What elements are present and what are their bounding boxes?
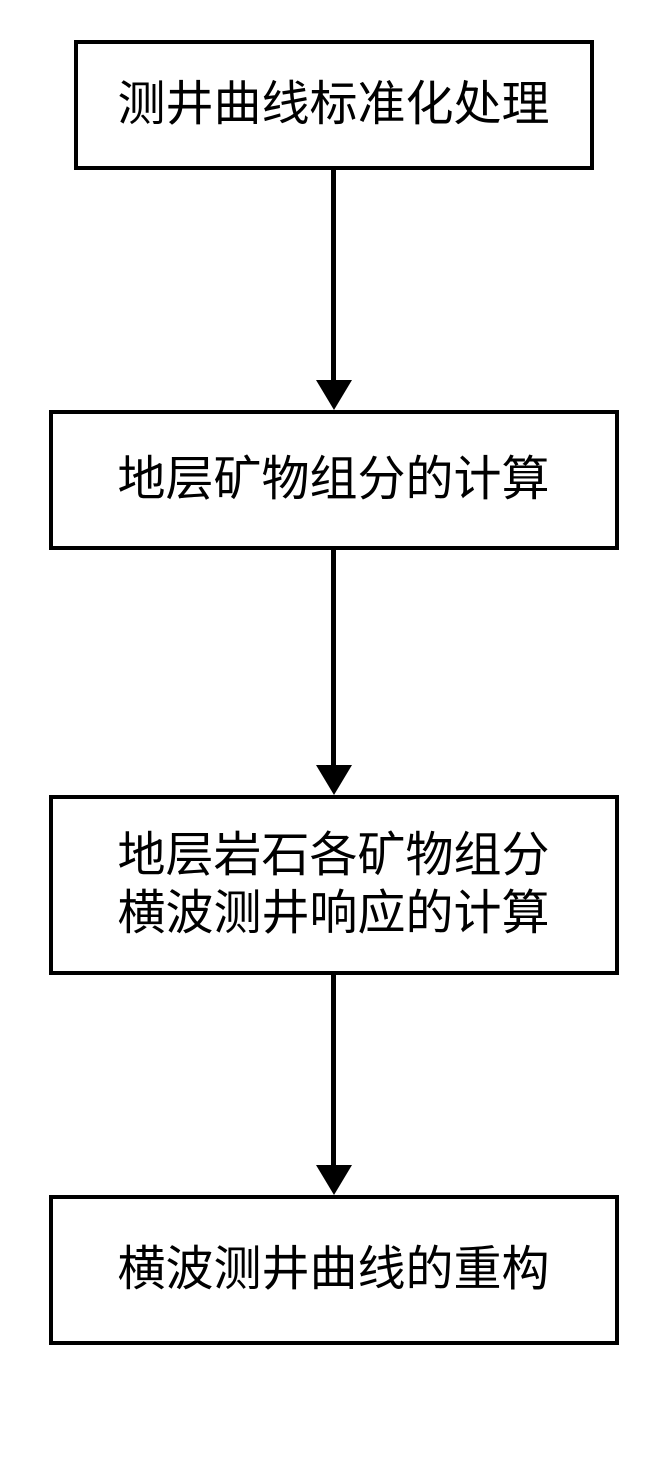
flow-node-3: 地层岩石各矿物组分 横波测井响应的计算 xyxy=(49,795,619,975)
flow-node-1: 测井曲线标准化处理 xyxy=(74,40,594,170)
arrow-line xyxy=(331,975,336,1165)
flowchart-container: 测井曲线标准化处理 地层矿物组分的计算 地层岩石各矿物组分 横波测井响应的计算 … xyxy=(49,40,619,1345)
flow-node-2: 地层矿物组分的计算 xyxy=(49,410,619,550)
flow-node-4: 横波测井曲线的重构 xyxy=(49,1195,619,1345)
arrow-line xyxy=(331,170,336,380)
flow-arrow-3 xyxy=(316,975,352,1195)
arrow-head-icon xyxy=(316,380,352,410)
flow-arrow-2 xyxy=(316,550,352,795)
flow-arrow-1 xyxy=(316,170,352,410)
arrow-head-icon xyxy=(316,1165,352,1195)
arrow-head-icon xyxy=(316,765,352,795)
arrow-line xyxy=(331,550,336,765)
